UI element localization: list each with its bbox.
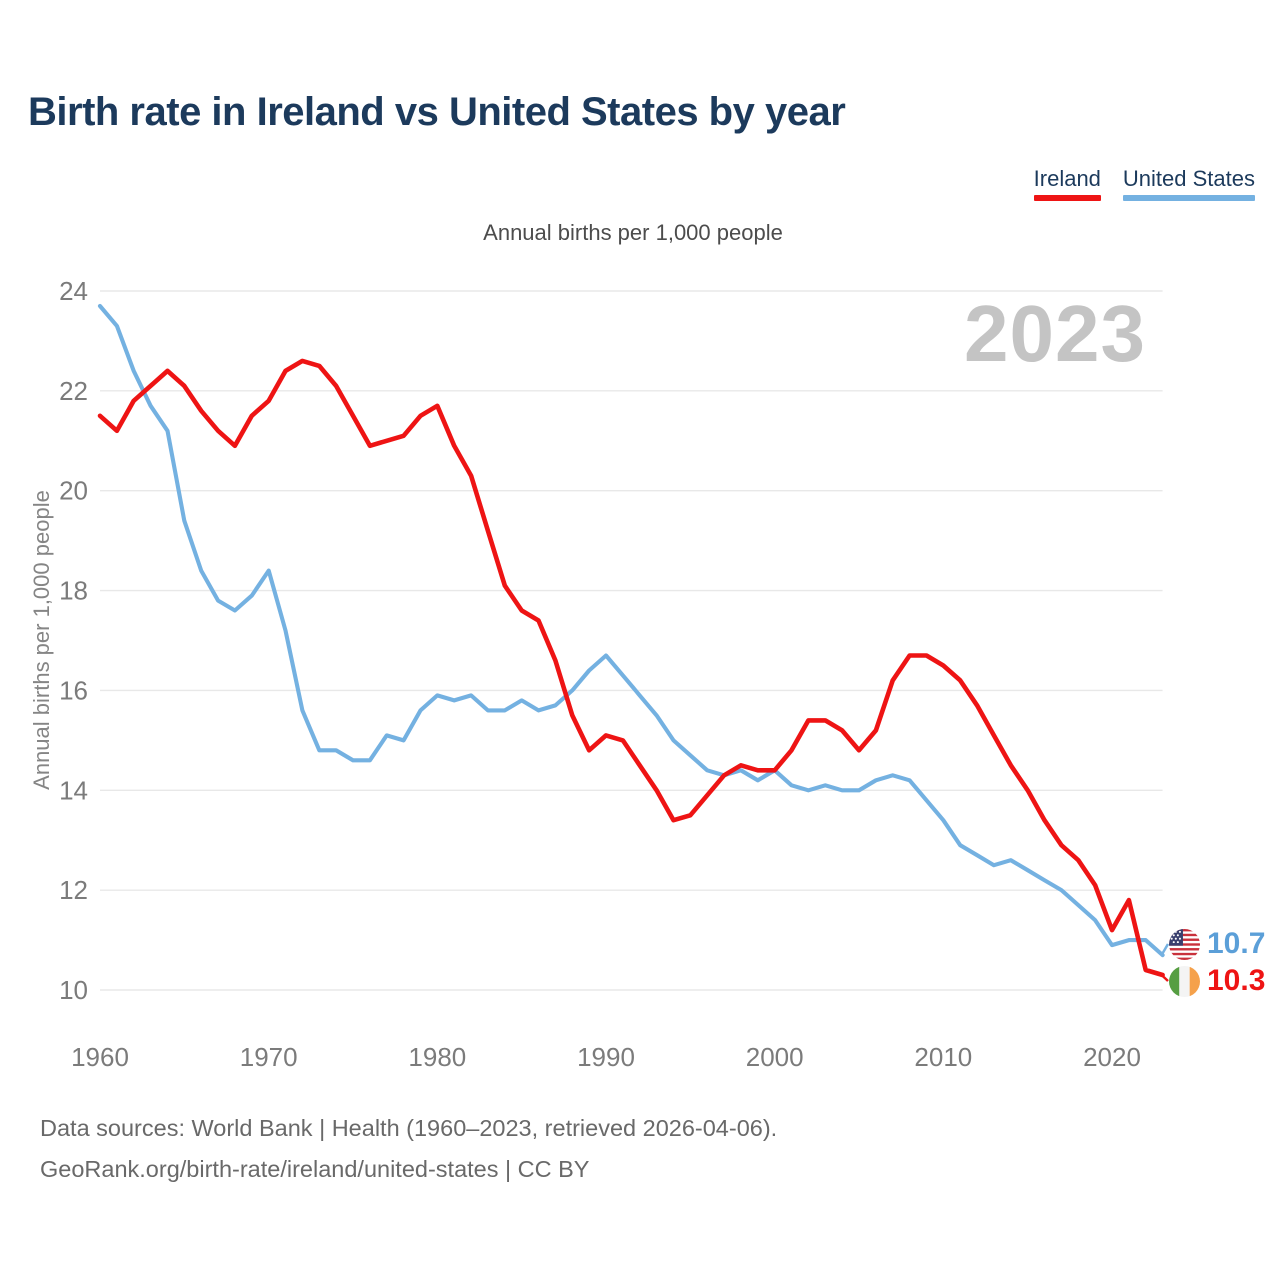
ireland-latest-value: 10.3: [1207, 964, 1266, 997]
svg-text:20: 20: [59, 476, 88, 506]
us-flag-icon: [1169, 928, 1200, 960]
legend-swatch-united-states: [1122, 195, 1255, 201]
page-title: Birth rate in Ireland vs United States b…: [28, 90, 846, 134]
footer-url-line: GeoRank.org/birth-rate/ireland/united-st…: [40, 1156, 590, 1182]
svg-text:1970: 1970: [240, 1042, 298, 1072]
legend-label-ireland: Ireland: [1033, 166, 1101, 191]
footer: Data sources: World Bank | Health (1960–…: [40, 1108, 777, 1190]
legend-item-united-states[interactable]: United States: [1122, 166, 1255, 201]
svg-text:2000: 2000: [746, 1042, 804, 1072]
svg-text:2020: 2020: [1083, 1042, 1141, 1072]
svg-text:2010: 2010: [914, 1042, 972, 1072]
ireland-flag-icon: [1169, 965, 1200, 997]
svg-text:1960: 1960: [71, 1042, 129, 1072]
svg-text:14: 14: [59, 775, 88, 805]
svg-text:24: 24: [59, 276, 88, 306]
svg-text:1990: 1990: [577, 1042, 635, 1072]
legend-label-united-states: United States: [1122, 166, 1255, 191]
svg-text:16: 16: [59, 675, 88, 705]
end-label-united-states: 10.7: [1169, 928, 1265, 960]
legend-swatch-ireland: [1033, 195, 1101, 201]
end-label-ireland: 10.3: [1169, 965, 1265, 997]
svg-text:1980: 1980: [408, 1042, 466, 1072]
latest-year-watermark: 2023: [964, 289, 1146, 378]
us-latest-value: 10.7: [1207, 927, 1266, 960]
svg-text:12: 12: [59, 875, 88, 905]
svg-text:10: 10: [59, 975, 88, 1005]
legend: Ireland United States: [1033, 166, 1255, 201]
svg-text:22: 22: [59, 376, 88, 406]
chart-subtitle: Annual births per 1,000 people: [483, 220, 783, 245]
svg-text:18: 18: [59, 576, 88, 606]
legend-item-ireland[interactable]: Ireland: [1033, 166, 1101, 201]
footer-sources-line: Data sources: World Bank | Health (1960–…: [40, 1115, 778, 1141]
